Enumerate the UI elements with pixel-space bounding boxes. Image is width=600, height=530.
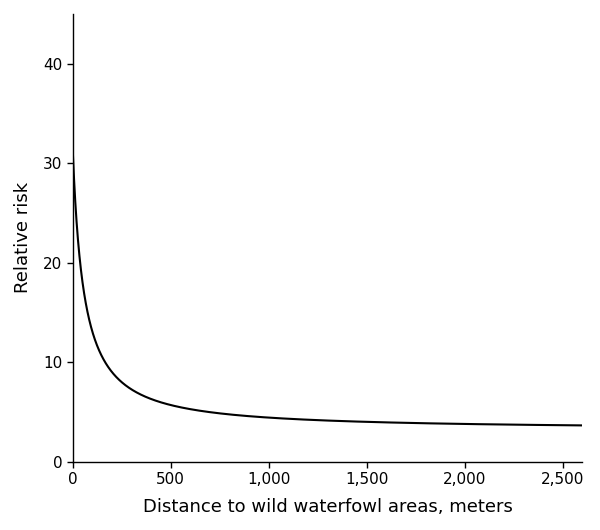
- Y-axis label: Relative risk: Relative risk: [14, 182, 32, 293]
- X-axis label: Distance to wild waterfowl areas, meters: Distance to wild waterfowl areas, meters: [143, 498, 512, 516]
